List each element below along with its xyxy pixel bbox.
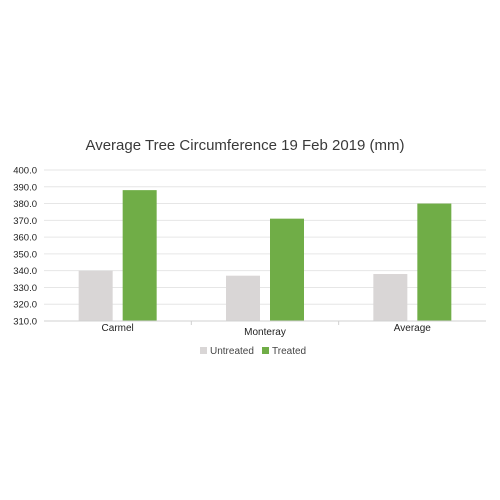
y-tick-label: 320.0 [13, 300, 37, 311]
bar-treated-monteray [270, 218, 304, 321]
bars [78, 190, 452, 321]
y-tick-label: 380.0 [13, 199, 37, 210]
y-axis-ticks: 310.0 320.0 330.0 340.0 350.0 360.0 370.0 380.0… [13, 166, 37, 328]
bar-untreated-monteray [226, 275, 260, 321]
legend-label-untreated: Untreated [210, 346, 254, 357]
bar-untreated-carmel [78, 270, 113, 321]
category-label: Monteray [244, 327, 286, 338]
bar-treated-average [417, 203, 452, 321]
y-tick-label: 310.0 [13, 317, 37, 328]
category-label: Average [394, 323, 432, 334]
y-tick-label: 360.0 [13, 233, 37, 244]
legend: Untreated Treated [200, 346, 306, 357]
y-tick-label: 400.0 [13, 166, 37, 177]
y-tick-label: 330.0 [13, 283, 37, 294]
y-tick-label: 350.0 [13, 249, 37, 260]
x-axis-categories: Carmel Monteray Average [102, 321, 432, 338]
y-tick-label: 370.0 [13, 216, 37, 227]
bar-treated-carmel [122, 190, 157, 321]
legend-swatch-untreated [200, 347, 207, 354]
category-label: Carmel [102, 323, 134, 334]
chart-title: Average Tree Circumference 19 Feb 2019 (… [85, 137, 404, 154]
gridlines [44, 169, 486, 305]
bar-untreated-average [373, 274, 408, 321]
y-tick-label: 340.0 [13, 266, 37, 277]
y-tick-label: 390.0 [13, 182, 37, 193]
legend-label-treated: Treated [272, 346, 306, 357]
legend-swatch-treated [262, 347, 269, 354]
